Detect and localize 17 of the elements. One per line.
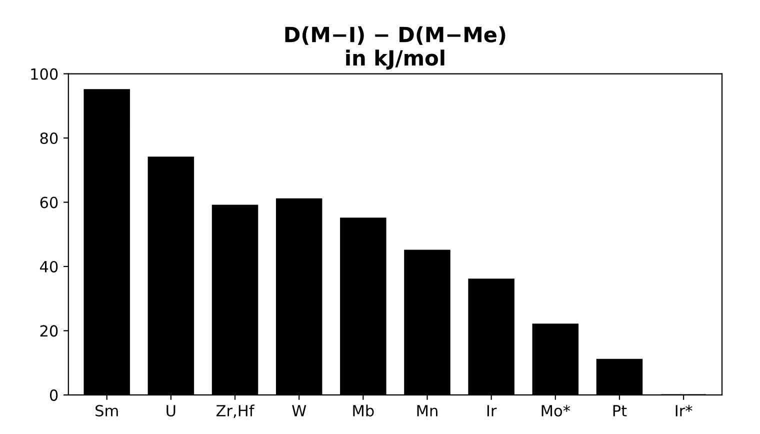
x-tick-label: Ir (487, 405, 497, 416)
y-tick-label: 40 (40, 260, 58, 272)
x-tick-label: U (166, 405, 176, 416)
y-tick-label: 60 (40, 196, 58, 208)
x-tick-label: Mb (353, 404, 374, 416)
y-tick-label: 0 (50, 389, 58, 401)
x-tick-label: Mn (417, 405, 438, 416)
y-tick-label: 100 (31, 68, 58, 80)
x-tick-label: W (292, 405, 306, 416)
y-tick-label: 80 (40, 132, 58, 144)
x-tick-label: Pt (613, 405, 627, 416)
x-tick-label: Sm (96, 404, 118, 416)
y-tick-label: 20 (40, 325, 58, 337)
x-tick-label: Ir* (676, 404, 692, 416)
chart-title: D(M−I) − D(M−Me) in kJ/mol (285, 26, 506, 70)
x-tick-label: Mo* (542, 404, 570, 416)
x-tick-label: Zr,Hf (216, 404, 255, 418)
